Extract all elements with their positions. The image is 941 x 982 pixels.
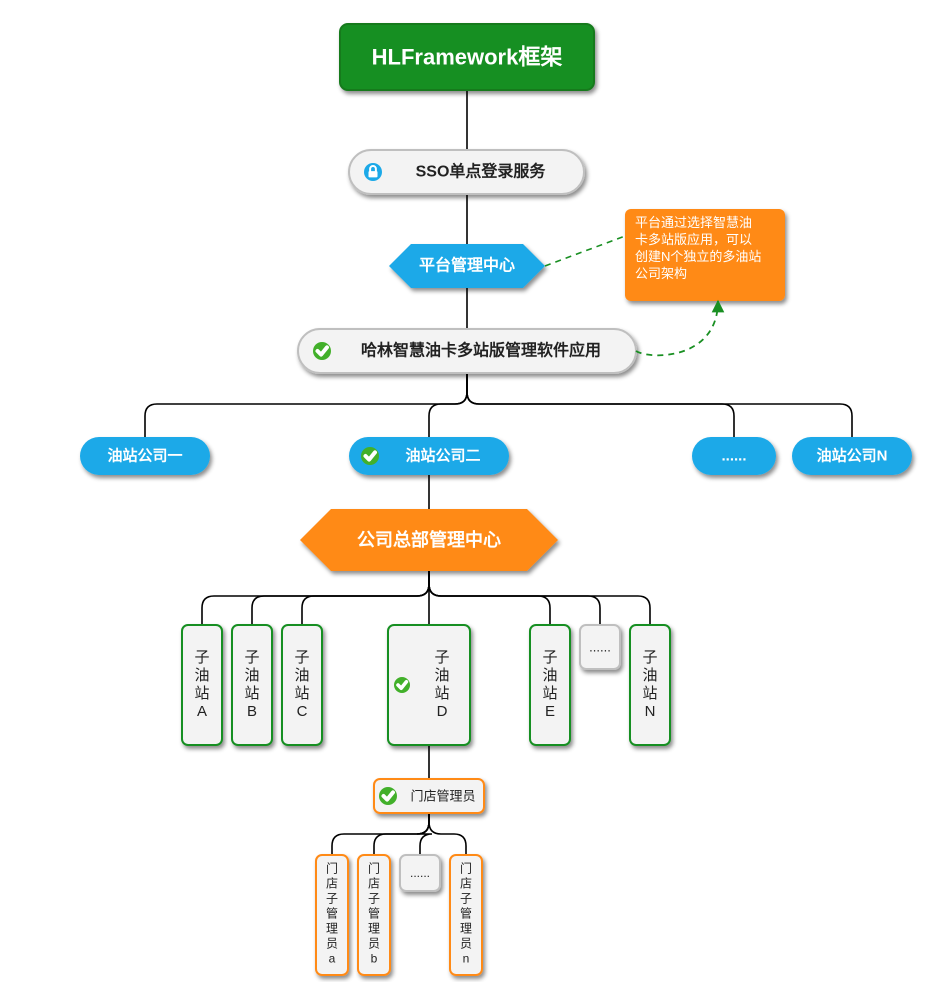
- company-n-node: 油站公司N: [792, 437, 912, 475]
- multi-station-app-node: 哈林智慧油卡多站版管理软件应用: [298, 329, 636, 373]
- edge-app-co2: [429, 373, 467, 437]
- store-manager-node-label: 门店管理员: [410, 789, 475, 804]
- edge-hq-stDots: [429, 571, 600, 625]
- sso-node-label: SSO单点登录服务: [416, 162, 547, 181]
- sub-station-d-node-label: 子油站D: [434, 649, 449, 720]
- company-n-node-label: 油站公司N: [817, 447, 888, 465]
- edge-hq-stB: [252, 571, 429, 625]
- edge-hq-stC: [302, 571, 429, 625]
- sub-station-more-node-label: ......: [589, 640, 611, 655]
- hq-center-node: 公司总部管理中心: [300, 509, 558, 571]
- edge-app-co1: [145, 373, 467, 437]
- multi-station-app-node-label: 哈林智慧油卡多站版管理软件应用: [361, 341, 601, 360]
- edge-app-coDots: [467, 373, 734, 437]
- sub-station-c-node-label: 子油站C: [294, 649, 309, 720]
- sub-manager-a-node-label: 门店子管理员a: [326, 861, 338, 966]
- edge-hq-stN: [429, 571, 650, 625]
- sub-station-d-node: 子油站D: [388, 625, 470, 745]
- platform-center-node-label: 平台管理中心: [419, 256, 515, 275]
- hq-center-node-label: 公司总部管理中心: [357, 529, 501, 550]
- company-1-node: 油站公司一: [80, 437, 210, 475]
- sub-manager-more-node: ......: [400, 855, 440, 891]
- sso-node: SSO单点登录服务: [349, 150, 584, 194]
- store-manager-node: 门店管理员: [374, 779, 484, 813]
- sub-station-b-node: 子油站B: [232, 625, 272, 745]
- sub-station-more-node: ......: [580, 625, 620, 669]
- root-node-label: HLFramework框架: [372, 45, 563, 70]
- sub-manager-a-node: 门店子管理员a: [316, 855, 348, 975]
- sub-manager-more-node-label: ......: [410, 866, 430, 880]
- sub-manager-b-node: 门店子管理员b: [358, 855, 390, 975]
- company-2-node-label: 油站公司二: [405, 447, 480, 465]
- sub-station-n-node: 子油站N: [630, 625, 670, 745]
- sub-manager-n-node-label: 门店子管理员n: [460, 861, 472, 966]
- company-2-node: 油站公司二: [349, 437, 509, 475]
- company-more-node: ......: [692, 437, 776, 475]
- sub-station-e-node: 子油站E: [530, 625, 570, 745]
- sub-manager-b-node-label: 门店子管理员b: [368, 861, 380, 966]
- sub-station-n-node-label: 子油站N: [642, 649, 657, 720]
- nodes-layer: HLFramework框架 SSO单点登录服务平台管理中心哈林智慧油卡多站版管理软…: [80, 24, 912, 975]
- edge-hq-stE: [429, 571, 550, 625]
- root-node: HLFramework框架: [340, 24, 594, 90]
- sub-manager-n-node: 门店子管理员n: [450, 855, 482, 975]
- platform-center-node: 平台管理中心: [389, 244, 545, 288]
- company-1-node-label: 油站公司一: [107, 447, 182, 465]
- edge-app-coN: [467, 373, 852, 437]
- edge-hq-stA: [202, 571, 429, 625]
- edge-storeMgr-mgrN: [429, 813, 466, 855]
- sub-station-c-node: 子油站C: [282, 625, 322, 745]
- company-more-node-label: ......: [721, 448, 746, 465]
- sub-station-a-node: 子油站A: [182, 625, 222, 745]
